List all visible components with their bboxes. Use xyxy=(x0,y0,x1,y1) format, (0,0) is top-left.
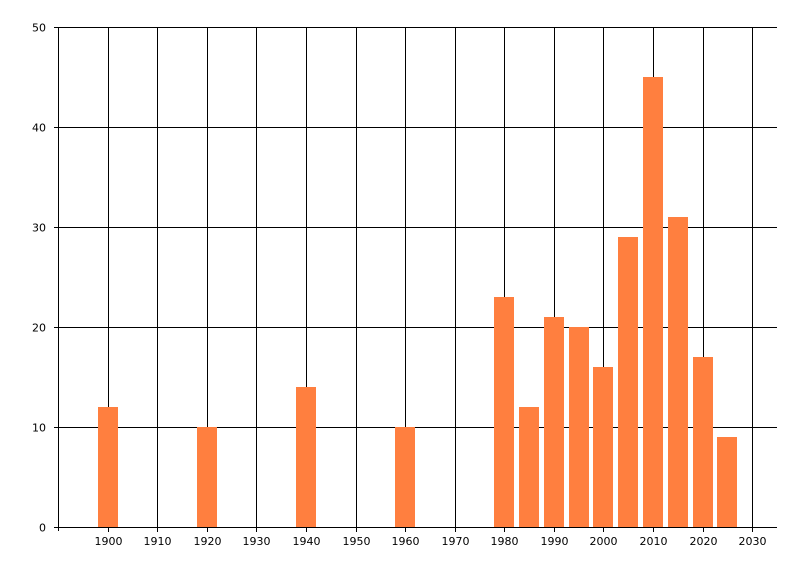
bar-2010 xyxy=(643,77,663,527)
bars xyxy=(98,77,737,527)
y-tick-labels: 0 10 20 30 40 50 xyxy=(32,22,46,535)
x-tick-label-1910: 1910 xyxy=(144,535,172,548)
axes xyxy=(54,27,777,532)
bar-1985 xyxy=(519,407,539,527)
y-tick-label-40: 40 xyxy=(32,122,46,135)
y-tick-label-0: 0 xyxy=(39,522,46,535)
y-tick-label-20: 20 xyxy=(32,322,46,335)
x-tick-label-1950: 1950 xyxy=(343,535,371,548)
x-tick-label-1980: 1980 xyxy=(491,535,519,548)
bar-2015 xyxy=(668,217,688,527)
bar-1995 xyxy=(569,327,589,527)
bar-1960 xyxy=(395,427,415,527)
bar-2000 xyxy=(593,367,613,527)
x-tick-label-1960: 1960 xyxy=(392,535,420,548)
x-tick-labels: 1900 1910 1920 1930 1940 1950 1960 1970 1980 1990… xyxy=(95,535,767,548)
x-tick-label-1930: 1930 xyxy=(243,535,271,548)
bar-1900 xyxy=(98,407,118,527)
bar-1940 xyxy=(296,387,316,527)
bar-1990 xyxy=(544,317,564,527)
x-tick-label-1990: 1990 xyxy=(541,535,569,548)
bar-2020 xyxy=(693,357,713,527)
y-tick-label-50: 50 xyxy=(32,22,46,35)
x-tick-label-2020: 2020 xyxy=(690,535,718,548)
x-tick-label-2030: 2030 xyxy=(739,535,767,548)
x-tick-label-1940: 1940 xyxy=(293,535,321,548)
bar-2005 xyxy=(618,237,638,527)
x-tick-label-2010: 2010 xyxy=(640,535,668,548)
bar-1980 xyxy=(494,297,514,527)
bar-1920 xyxy=(197,427,217,527)
bar-2025 xyxy=(717,437,737,527)
x-tick-label-1920: 1920 xyxy=(194,535,222,548)
x-tick-label-2000: 2000 xyxy=(590,535,618,548)
x-tick-label-1900: 1900 xyxy=(95,535,123,548)
y-tick-label-30: 30 xyxy=(32,222,46,235)
x-tick-label-1970: 1970 xyxy=(442,535,470,548)
y-tick-label-10: 10 xyxy=(32,422,46,435)
